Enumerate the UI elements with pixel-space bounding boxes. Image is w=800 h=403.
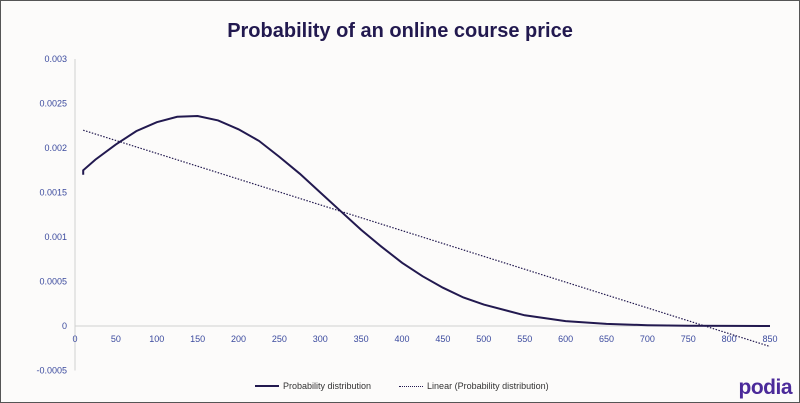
y-tick-label: 0.001 [44,232,67,242]
podia-logo: podia [738,376,793,399]
x-tick-label: 250 [272,334,287,344]
y-tick-label: 0.002 [44,143,67,153]
y-tick-label: 0.0025 [39,99,67,109]
chart-title: Probability of an online course price [227,20,573,42]
x-tick-label: 850 [762,334,777,344]
legend-swatch-dotted [399,385,424,387]
legend-item-probability: Probability distribution [255,381,371,391]
x-tick-label: 350 [354,334,369,344]
x-tick-label: 600 [558,334,573,344]
series-probability-distribution-line [82,114,771,327]
x-tick-label: 700 [640,334,655,344]
x-tick-label: 800 [722,334,737,344]
x-tick-label: 50 [111,334,121,344]
y-tick-label: 0.0015 [39,188,67,198]
x-tick-label: 400 [395,334,410,344]
y-tick-label: 0 [62,321,67,331]
x-tick-label: 100 [149,334,164,344]
x-tick-label: 150 [190,334,205,344]
legend-swatch-solid [255,385,279,387]
x-tick-label: 550 [517,334,532,344]
series-linear-trendline [83,129,771,348]
legend-label: Probability distribution [283,381,372,391]
x-tick-label: 500 [476,334,491,344]
x-tick-label: 650 [599,334,614,344]
x-tick-label: 0 [72,334,77,344]
x-tick-label: 300 [313,334,328,344]
y-tick-label: 0.0005 [39,277,67,287]
y-tick-label: 0.003 [44,54,67,64]
legend-label: Linear (Probability distribution) [427,381,549,391]
y-tick-label: -0.0005 [36,366,67,376]
x-tick-label: 450 [435,334,450,344]
x-tick-label: 750 [681,334,696,344]
legend: Probability distribution Linear (Probabi… [255,381,571,391]
x-tick-label: 200 [231,334,246,344]
legend-item-linear: Linear (Probability distribution) [399,381,549,391]
